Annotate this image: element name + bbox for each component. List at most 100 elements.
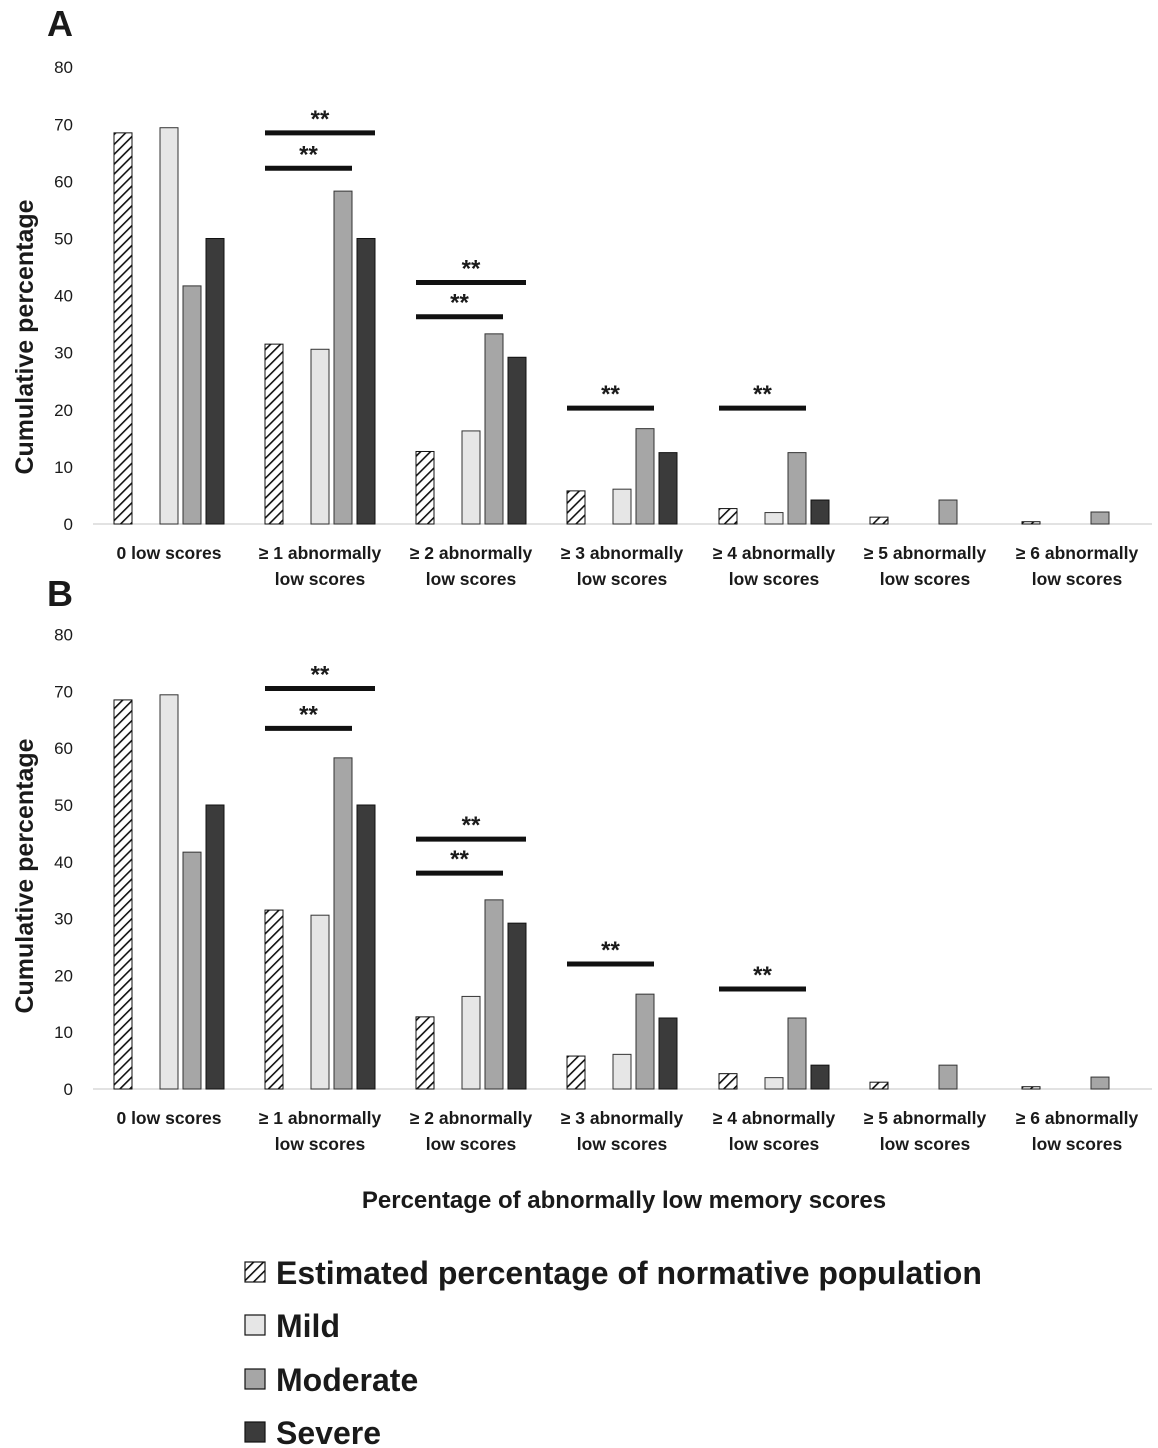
- bar-severe: [205, 238, 225, 525]
- bar-moderate: [182, 285, 202, 525]
- bar-mild: [612, 488, 632, 525]
- bar-estimated: [113, 132, 133, 525]
- significance-label: **: [753, 381, 772, 408]
- x-tick-label: low scores: [275, 1134, 366, 1154]
- bar-moderate: [1090, 1076, 1110, 1090]
- bar-severe: [205, 804, 225, 1090]
- x-tick-label: low scores: [275, 569, 366, 589]
- bar-estimated: [869, 516, 889, 525]
- panel-label: B: [47, 573, 73, 614]
- bar-severe: [810, 1064, 830, 1090]
- bar-moderate: [182, 851, 202, 1090]
- y-tick-label: 0: [64, 1080, 73, 1099]
- bar-estimated: [566, 1055, 586, 1090]
- bar-severe: [507, 922, 527, 1090]
- panel-a: A Cumulative percentage 0 10 20 30 40 50 60 70 80 0…: [11, 3, 1152, 589]
- bar-estimated: [869, 1081, 889, 1090]
- significance-label: **: [299, 701, 318, 728]
- bar-severe: [658, 1017, 678, 1090]
- x-tick-label: ≥ 2 abnormally: [410, 1108, 533, 1128]
- bar-mild: [764, 1077, 784, 1090]
- bar-mild: [159, 694, 179, 1090]
- bar-mild: [612, 1053, 632, 1090]
- bar-moderate: [635, 993, 655, 1090]
- y-axis-title: Cumulative percentage: [11, 199, 39, 474]
- y-tick-label: 10: [54, 458, 73, 477]
- bar-estimated: [264, 909, 284, 1090]
- y-tick-label: 40: [54, 853, 73, 872]
- bar-mild: [310, 914, 330, 1090]
- bar-moderate: [635, 428, 655, 525]
- bar-moderate: [787, 452, 807, 525]
- x-tick-label: low scores: [577, 569, 668, 589]
- x-tick-label: low scores: [880, 569, 971, 589]
- x-tick-label: low scores: [880, 1134, 971, 1154]
- significance-label: **: [311, 106, 330, 133]
- bar-mild: [310, 348, 330, 525]
- x-tick-label: ≥ 6 abnormally: [1016, 543, 1139, 563]
- bar-moderate: [484, 899, 504, 1090]
- legend-label: Moderate: [276, 1362, 418, 1398]
- bar-estimated: [415, 450, 435, 525]
- x-tick-label: low scores: [426, 569, 517, 589]
- legend: Estimated percentage of normative popula…: [244, 1255, 982, 1448]
- bar-severe: [810, 499, 830, 525]
- x-tick-label: low scores: [1032, 569, 1123, 589]
- y-tick-label: 80: [54, 58, 73, 77]
- x-tick-label: ≥ 3 abnormally: [561, 543, 684, 563]
- y-tick-label: 30: [54, 344, 73, 363]
- panel-label: A: [47, 3, 73, 44]
- bar-estimated: [264, 343, 284, 525]
- y-tick-label: 30: [54, 910, 73, 929]
- x-tick-label: 0 low scores: [116, 543, 221, 563]
- x-tick-label: ≥ 1 abnormally: [259, 1108, 382, 1128]
- bar-estimated: [113, 699, 133, 1090]
- significance-label: **: [753, 962, 772, 989]
- significance-label: **: [601, 937, 620, 964]
- x-tick-label: ≥ 1 abnormally: [259, 543, 382, 563]
- y-tick-label: 50: [54, 796, 73, 815]
- y-tick-label: 60: [54, 172, 73, 191]
- y-tick-label: 70: [54, 682, 73, 701]
- bar-severe: [507, 356, 527, 525]
- bar-mild: [159, 127, 179, 525]
- bar-severe: [356, 804, 376, 1090]
- x-tick-label: ≥ 4 abnormally: [713, 1108, 836, 1128]
- panel-b: B Cumulative percentage 0 10 20 30 40 50 60 70 80 0…: [11, 573, 1152, 1154]
- significance-label: **: [311, 662, 330, 689]
- significance-label: **: [601, 381, 620, 408]
- x-tick-label: ≥ 5 abnormally: [864, 1108, 987, 1128]
- bar-moderate: [333, 190, 353, 525]
- legend-label: Mild: [276, 1308, 340, 1344]
- y-tick-label: 20: [54, 966, 73, 985]
- y-tick-label: 10: [54, 1023, 73, 1042]
- significance-label: **: [450, 290, 469, 317]
- significance-label: **: [462, 255, 481, 282]
- bar-mild: [461, 995, 481, 1090]
- x-tick-label: low scores: [577, 1134, 668, 1154]
- bar-moderate: [938, 499, 958, 525]
- bar-estimated: [1021, 1086, 1041, 1090]
- bar-estimated: [415, 1016, 435, 1090]
- x-tick-label: ≥ 6 abnormally: [1016, 1108, 1139, 1128]
- x-tick-label: low scores: [729, 1134, 820, 1154]
- bar-moderate: [1090, 511, 1110, 525]
- x-axis-title: Percentage of abnormally low memory scor…: [362, 1187, 886, 1214]
- bar-moderate: [787, 1017, 807, 1090]
- bar-severe: [356, 238, 376, 525]
- bar-mild: [764, 512, 784, 525]
- y-tick-label: 70: [54, 115, 73, 134]
- bar-moderate: [484, 333, 504, 525]
- y-tick-label: 0: [64, 515, 73, 534]
- bar-estimated: [718, 508, 738, 525]
- bar-moderate: [938, 1064, 958, 1090]
- significance-label: **: [299, 141, 318, 168]
- y-tick-label: 50: [54, 230, 73, 249]
- x-tick-label: ≥ 2 abnormally: [410, 543, 533, 563]
- x-tick-label: low scores: [729, 569, 820, 589]
- significance-label: **: [450, 846, 469, 873]
- x-tick-label: ≥ 5 abnormally: [864, 543, 987, 563]
- legend-label: Estimated percentage of normative popula…: [276, 1255, 982, 1291]
- bar-mild: [461, 430, 481, 525]
